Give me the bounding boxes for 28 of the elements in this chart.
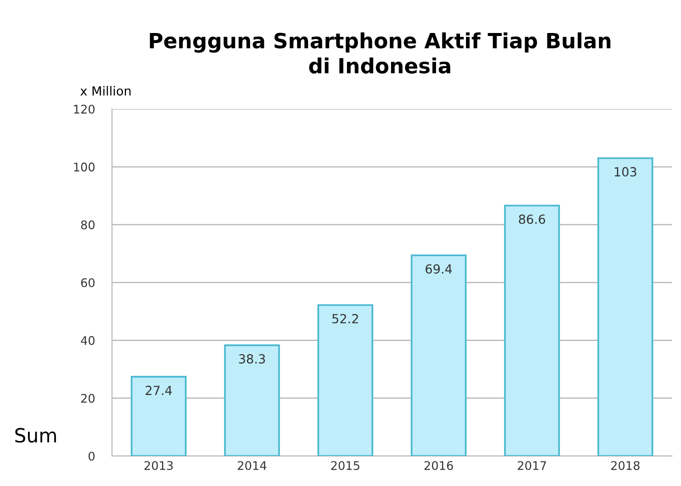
bar [410, 254, 467, 456]
data-label: 69.4 [426, 264, 452, 274]
data-label: 103 [614, 167, 636, 177]
y-tick-label: 60 [81, 278, 95, 288]
x-tick-label: 2016 [424, 461, 453, 470]
y-tick-label: 100 [74, 162, 95, 172]
bar [597, 157, 654, 456]
x-tick-label: 2018 [611, 461, 640, 470]
y-tick-label: 120 [74, 104, 95, 114]
y-axis-title: x Million [80, 86, 131, 96]
bar [224, 344, 280, 456]
x-tick-label: 2015 [331, 461, 360, 470]
x-tick-label: 2014 [238, 461, 266, 470]
y-tick-label: 20 [81, 394, 95, 403]
bar [130, 376, 187, 456]
bar [504, 204, 560, 456]
y-tick-label: 0 [88, 452, 95, 461]
chart-title: Pengguna Smartphone Aktif Tiap Bulan di Indonesia [150, 32, 610, 74]
x-tick-label: 2013 [144, 461, 173, 470]
data-label: 38.3 [239, 354, 265, 364]
y-tick-label: 80 [81, 220, 95, 230]
data-label: 86.6 [518, 214, 546, 224]
data-label: 52.2 [332, 314, 358, 324]
data-label: 27.4 [146, 386, 172, 395]
text: Sum [15, 428, 56, 443]
y-tick-label: 40 [80, 336, 95, 345]
x-tick-label: 2017 [518, 461, 546, 470]
bar [317, 304, 374, 456]
